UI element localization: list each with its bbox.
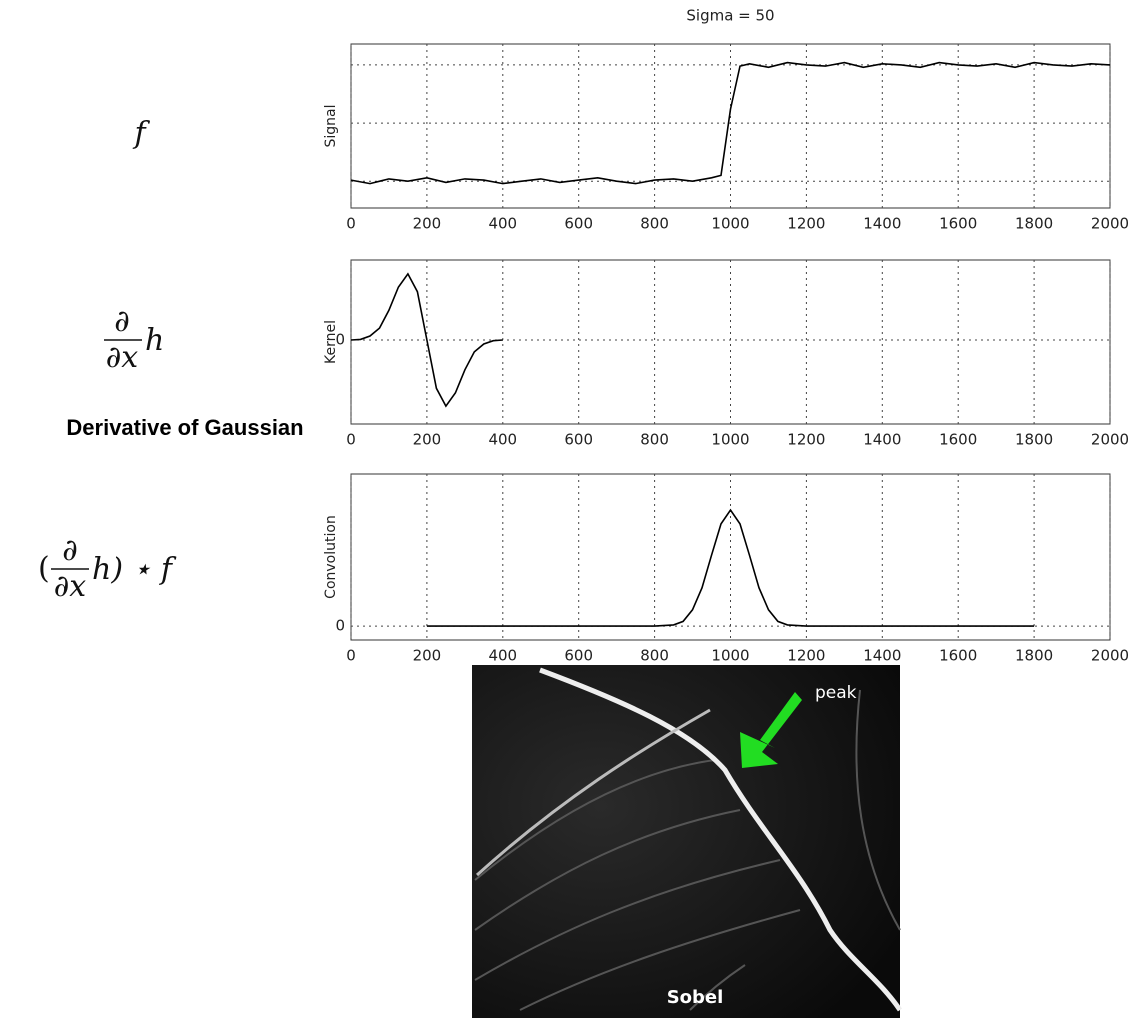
- texture: [474, 689, 901, 1011]
- x-tick-label: 1600: [939, 215, 977, 233]
- caption: Sobel: [667, 987, 724, 1008]
- x-tick-label: 0: [346, 647, 356, 665]
- x-tick-label: 0: [346, 431, 356, 449]
- y-tick-label: 0: [335, 331, 345, 349]
- numerator: ∂: [114, 304, 130, 339]
- edge: [539, 667, 903, 1012]
- x-tick-label: 2000: [1091, 647, 1129, 665]
- x-tick-label: 400: [488, 647, 517, 665]
- x-tick-label: 800: [640, 647, 669, 665]
- denominator: ∂x: [54, 569, 87, 604]
- heading: Derivative of Gaussian: [66, 415, 303, 440]
- numerator: ∂: [62, 533, 78, 568]
- x-tick-label: 2000: [1091, 215, 1129, 233]
- y-axis-label: Kernel: [323, 320, 339, 364]
- x-tick-label: 200: [413, 215, 442, 233]
- x-tick-label: 0: [346, 215, 356, 233]
- sobel-image: peak Sobel: [472, 665, 903, 1018]
- x-tick-label: 600: [564, 647, 593, 665]
- series-line: [426, 508, 1035, 627]
- series-line: [350, 61, 1111, 185]
- prefix: (: [38, 551, 50, 586]
- series-line: [350, 272, 503, 408]
- x-tick-label: 2000: [1091, 431, 1129, 449]
- x-tick-label: 800: [640, 431, 669, 449]
- x-tick-label: 1000: [711, 215, 749, 233]
- denominator: ∂x: [106, 340, 139, 375]
- x-tick-label: 800: [640, 215, 669, 233]
- formula-f: f: [132, 116, 150, 151]
- x-tick-label: 1000: [711, 647, 749, 665]
- plot-frame: [350, 259, 1111, 425]
- x-tick-label: 200: [413, 647, 442, 665]
- x-tick-label: 600: [564, 215, 593, 233]
- x-tick-label: 1200: [787, 431, 825, 449]
- x-tick-label: 400: [488, 431, 517, 449]
- formula-derivative: ∂ ∂x h: [104, 304, 164, 375]
- y-tick-label: 0: [335, 617, 345, 635]
- formula-convolution: ( ∂ ∂x h) ⋆ f: [38, 533, 177, 604]
- plot-frame: [350, 43, 1111, 209]
- x-tick-label: 1800: [1015, 431, 1053, 449]
- x-tick-label: 1400: [863, 431, 901, 449]
- chart-title: Sigma = 50: [686, 7, 774, 25]
- x-tick-label: 1200: [787, 647, 825, 665]
- x-tick-label: 1000: [711, 431, 749, 449]
- y-axis-label: Signal: [323, 104, 339, 147]
- x-tick-label: 1400: [863, 647, 901, 665]
- x-tick-label: 1800: [1015, 647, 1053, 665]
- x-tick-label: 200: [413, 431, 442, 449]
- peak-label: peak: [815, 683, 857, 703]
- suffix: h) ⋆ f: [92, 552, 177, 587]
- suffix: h: [145, 323, 164, 358]
- x-tick-label: 1400: [863, 215, 901, 233]
- peak-arrow: [740, 692, 802, 768]
- image-background: [472, 665, 900, 1018]
- x-tick-label: 400: [488, 215, 517, 233]
- x-tick-label: 1200: [787, 215, 825, 233]
- x-tick-label: 600: [564, 431, 593, 449]
- x-tick-label: 1800: [1015, 215, 1053, 233]
- edge: [475, 708, 711, 877]
- x-tick-label: 1600: [939, 647, 977, 665]
- y-axis-label: Convolution: [323, 515, 339, 599]
- x-tick-label: 1600: [939, 431, 977, 449]
